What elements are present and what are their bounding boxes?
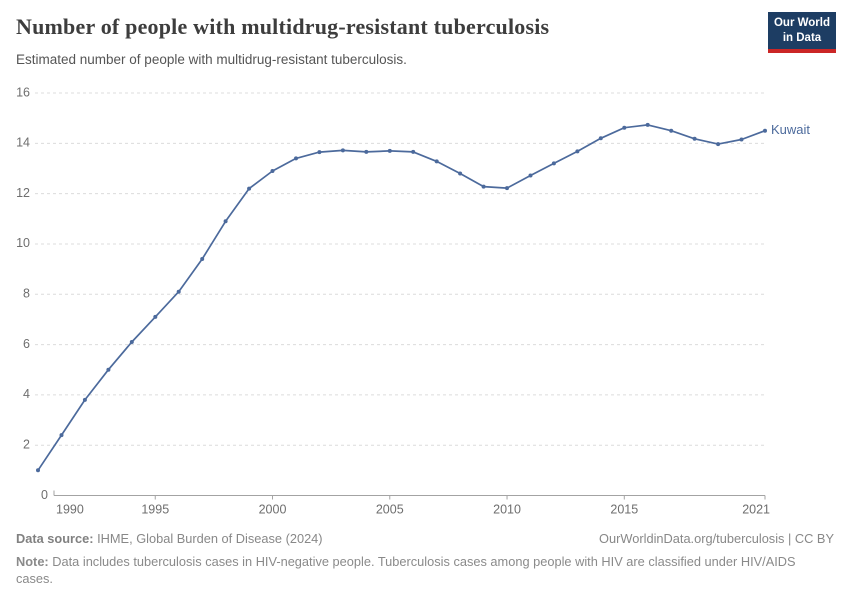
owid-logo: Our World in Data bbox=[768, 12, 836, 53]
x-tick-label: 2000 bbox=[259, 503, 287, 517]
data-point[interactable] bbox=[129, 340, 134, 344]
chart-subtitle: Estimated number of people with multidru… bbox=[16, 52, 407, 67]
data-point[interactable] bbox=[528, 173, 533, 178]
x-tick-label: 2015 bbox=[610, 503, 638, 517]
data-point[interactable] bbox=[763, 128, 767, 133]
note-label: Note: bbox=[16, 554, 49, 569]
data-point[interactable] bbox=[340, 148, 345, 153]
chart-note: Note: Data includes tuberculosis cases i… bbox=[16, 553, 834, 588]
y-tick-label: 14 bbox=[16, 136, 30, 150]
y-tick-label: 8 bbox=[23, 287, 30, 301]
data-point[interactable] bbox=[481, 184, 486, 189]
data-point[interactable] bbox=[458, 171, 463, 176]
data-point[interactable] bbox=[200, 257, 205, 261]
y-tick-label: 2 bbox=[23, 437, 30, 451]
trend-line[interactable] bbox=[37, 124, 766, 472]
data-point[interactable] bbox=[59, 433, 64, 438]
data-point[interactable] bbox=[153, 314, 158, 319]
data-point[interactable] bbox=[36, 468, 40, 473]
data-source-text: IHME, Global Burden of Disease (2024) bbox=[93, 531, 323, 546]
data-point[interactable] bbox=[223, 219, 228, 224]
data-point[interactable] bbox=[176, 289, 181, 294]
y-tick-label: 12 bbox=[16, 186, 30, 200]
data-point[interactable] bbox=[551, 161, 556, 166]
y-tick-label: 4 bbox=[23, 387, 30, 401]
line-chart-svg: 0 2 4 6 8 10 12 14 16 1990 1995 2000 2005 2010 2015 202… bbox=[16, 85, 810, 517]
owid-logo-line2: in Data bbox=[782, 31, 822, 44]
data-point[interactable] bbox=[82, 397, 87, 402]
x-tick-label: 2021 bbox=[742, 503, 770, 517]
data-point[interactable] bbox=[716, 142, 721, 147]
y-tick-label: 6 bbox=[23, 337, 30, 351]
y-tick-label: 0 bbox=[41, 488, 48, 502]
data-point[interactable] bbox=[294, 156, 298, 161]
data-point[interactable] bbox=[270, 169, 275, 173]
y-tick-label: 10 bbox=[16, 236, 30, 250]
data-point[interactable] bbox=[106, 367, 111, 372]
data-point[interactable] bbox=[317, 150, 322, 155]
data-point[interactable] bbox=[739, 137, 744, 142]
data-point[interactable] bbox=[364, 149, 369, 154]
data-point[interactable] bbox=[575, 149, 580, 154]
chart-footer: Data source: IHME, Global Burden of Dise… bbox=[16, 531, 834, 546]
owid-logo-line1: Our World bbox=[773, 17, 830, 30]
data-point[interactable] bbox=[645, 122, 650, 127]
data-source-label: Data source: bbox=[16, 531, 94, 546]
data-point[interactable] bbox=[387, 148, 392, 153]
data-point[interactable] bbox=[622, 125, 627, 130]
x-tick-label: 1990 bbox=[56, 503, 84, 517]
y-tick-label: 16 bbox=[16, 85, 30, 99]
license-link[interactable]: OurWorldinData.org/tuberculosis | CC BY bbox=[599, 531, 834, 546]
data-point[interactable] bbox=[411, 149, 416, 154]
data-source: Data source: IHME, Global Burden of Dise… bbox=[16, 531, 323, 546]
note-text: Data includes tuberculosis cases in HIV-… bbox=[16, 554, 796, 587]
data-point[interactable] bbox=[434, 159, 439, 164]
x-tick-label: 1995 bbox=[141, 503, 169, 517]
x-tick-label: 2010 bbox=[493, 503, 521, 517]
line-chart[interactable]: 0 2 4 6 8 10 12 14 16 1990 1995 2000 2005 2010 2015 202… bbox=[0, 80, 850, 530]
series-label[interactable]: Kuwait bbox=[771, 122, 810, 137]
data-point[interactable] bbox=[505, 186, 509, 191]
data-point[interactable] bbox=[598, 136, 603, 141]
data-point[interactable] bbox=[247, 186, 252, 191]
data-point[interactable] bbox=[692, 136, 697, 141]
page-title: Number of people with multidrug-resistan… bbox=[16, 14, 550, 39]
x-tick-label: 2005 bbox=[376, 503, 404, 517]
data-point[interactable] bbox=[669, 128, 674, 133]
